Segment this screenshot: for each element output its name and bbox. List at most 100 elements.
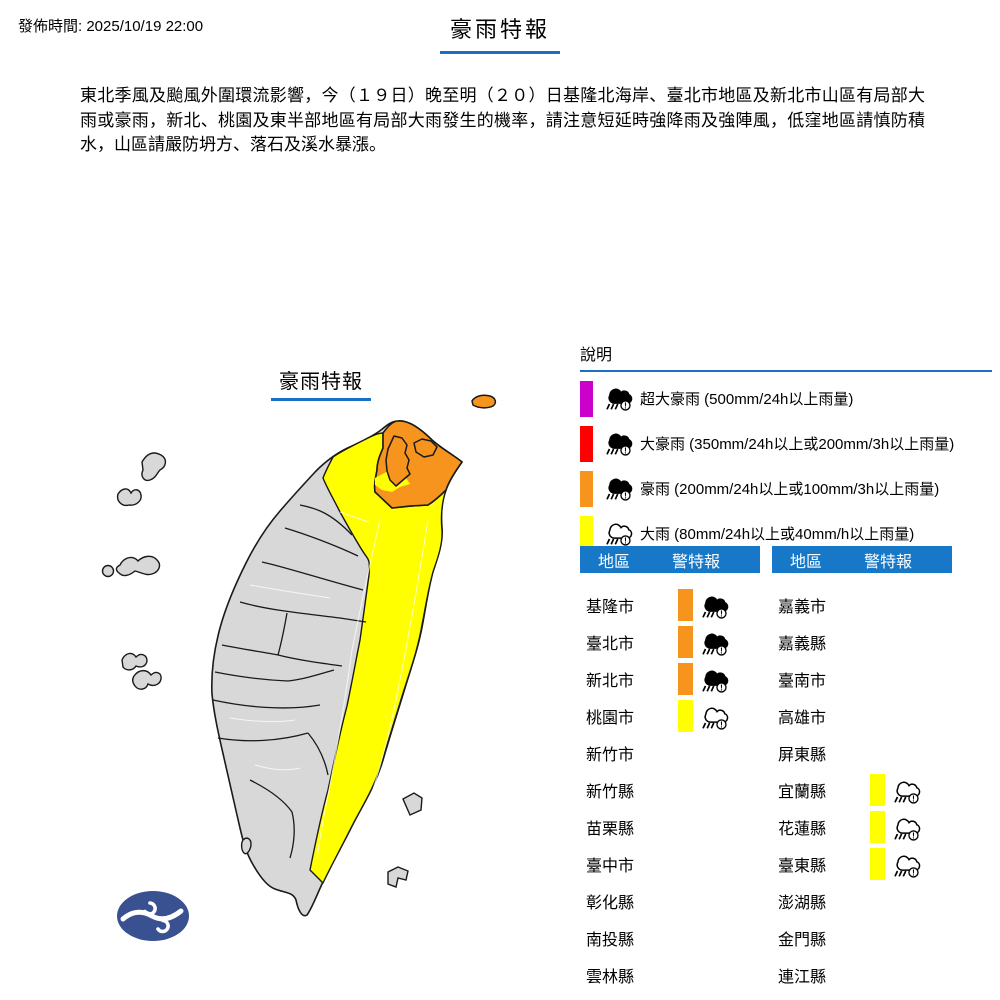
table-row[interactable]: 金門縣 (772, 919, 952, 956)
region-name: 雲林縣 (586, 968, 635, 986)
table-row[interactable]: 新北市! (580, 660, 760, 697)
warning-color-swatch (678, 699, 693, 732)
region-name: 苗栗縣 (586, 820, 635, 838)
warning-color-swatch (870, 810, 885, 843)
map-orchid-island (387, 866, 409, 888)
warning-color-swatch (678, 625, 693, 658)
table-row[interactable]: 基隆市! (580, 586, 760, 623)
warning-indicator: ! (678, 699, 729, 732)
table-row[interactable]: 雲林縣 (580, 956, 760, 993)
legend-icon: ! (601, 427, 633, 461)
legend-icon: ! (601, 382, 633, 416)
table-row[interactable]: 嘉義縣 (772, 623, 952, 660)
warning-table-right: 地區 警特報 嘉義市 嘉義縣 臺南市 高雄市 屏東縣 宜蘭縣! 花蓮縣! 臺東縣! 澎湖縣 金門縣… (772, 546, 952, 993)
table-row[interactable]: 嘉義市 (772, 586, 952, 623)
rain-cloud-icon: ! (702, 707, 729, 730)
svg-text:!: ! (912, 831, 915, 840)
table-row[interactable]: 南投縣 (580, 919, 760, 956)
table-row[interactable]: 臺中市 (580, 845, 760, 882)
table-row[interactable]: 桃園市! (580, 697, 760, 734)
table-row[interactable]: 苗栗縣 (580, 808, 760, 845)
storm-cloud-icon: ! (702, 670, 729, 693)
table-row[interactable]: 臺北市! (580, 623, 760, 660)
column-header-warning: 警特報 (864, 553, 913, 571)
map-kinmen (115, 555, 161, 577)
table-row[interactable]: 臺東縣! (772, 845, 952, 882)
table-row[interactable]: 澎湖縣 (772, 882, 952, 919)
legend-label: 大雨 (80mm/24h以上或40mm/h以上雨量) (640, 526, 915, 543)
region-name: 臺北市 (586, 635, 635, 653)
rain-cloud-icon: ! (894, 818, 921, 841)
table-row[interactable]: 彰化縣 (580, 882, 760, 919)
storm-cloud-icon: ! (606, 388, 633, 411)
table-row[interactable]: 臺南市 (772, 660, 952, 697)
region-name: 基隆市 (586, 598, 635, 616)
legend-item: ! 大豪雨 (350mm/24h以上或200mm/3h以上雨量) (580, 425, 992, 462)
table-row[interactable]: 屏東縣 (772, 734, 952, 771)
table-row[interactable]: 花蓮縣! (772, 808, 952, 845)
svg-text:!: ! (624, 446, 627, 455)
map-matsu-south (116, 488, 142, 507)
map-county-boundaries (212, 504, 367, 859)
region-name: 南投縣 (586, 931, 635, 949)
legend-item: ! 超大豪雨 (500mm/24h以上雨量) (580, 380, 992, 417)
warning-indicator: ! (678, 588, 729, 621)
region-name: 新竹縣 (586, 783, 635, 801)
warning-table-left: 地區 警特報 基隆市! 臺北市! 新北市! 桃園市! 新竹市 新竹縣 苗栗縣 臺中市 彰化縣 南投… (580, 546, 760, 993)
warning-color-swatch (678, 588, 693, 621)
region-name: 臺南市 (778, 672, 827, 690)
map-kinmen-islet (101, 564, 115, 578)
region-name: 高雄市 (778, 709, 827, 727)
map-region-taipei-city[interactable] (385, 435, 411, 487)
table-row[interactable]: 連江縣 (772, 956, 952, 993)
legend-color-swatch (580, 425, 593, 462)
legend-item: ! 豪雨 (200mm/24h以上或100mm/3h以上雨量) (580, 470, 992, 507)
storm-cloud-icon: ! (606, 478, 633, 501)
legend-item: ! 大雨 (80mm/24h以上或40mm/h以上雨量) (580, 515, 992, 552)
column-header-warning: 警特報 (672, 553, 721, 571)
table-row[interactable]: 高雄市 (772, 697, 952, 734)
cwa-logo (117, 891, 189, 941)
svg-text:!: ! (720, 683, 723, 692)
map-penghu-south (131, 669, 162, 690)
svg-text:!: ! (624, 536, 627, 545)
region-name: 金門縣 (778, 931, 827, 949)
map-township-lines (229, 511, 429, 859)
legend-label: 大豪雨 (350mm/24h以上或200mm/3h以上雨量) (640, 436, 955, 453)
table-row[interactable]: 新竹市 (580, 734, 760, 771)
legend-icon: ! (601, 472, 633, 506)
map-matsu-north (141, 452, 167, 482)
legend-rows: ! 超大豪雨 (500mm/24h以上雨量)! 大豪雨 (350mm/24h以上或2… (580, 380, 992, 552)
region-name: 連江縣 (778, 968, 827, 986)
legend-label: 豪雨 (200mm/24h以上或100mm/3h以上雨量) (640, 481, 940, 498)
column-header-region: 地區 (790, 553, 823, 571)
warning-color-swatch (678, 662, 693, 695)
map-keelung-islet[interactable] (471, 394, 497, 409)
storm-cloud-icon: ! (606, 433, 633, 456)
warning-indicator: ! (870, 810, 921, 843)
warning-color-swatch (870, 847, 885, 880)
region-name: 宜蘭縣 (778, 783, 827, 801)
table-row[interactable]: 宜蘭縣! (772, 771, 952, 808)
svg-text:!: ! (912, 868, 915, 877)
rain-cloud-icon: ! (894, 781, 921, 804)
table-header: 地區 警特報 (580, 546, 760, 573)
column-header-region: 地區 (598, 553, 631, 571)
warning-indicator: ! (870, 847, 921, 880)
region-name: 臺中市 (586, 857, 635, 875)
map-region-keelung-city[interactable] (413, 438, 438, 458)
storm-cloud-icon: ! (702, 633, 729, 656)
map-xiaoliuqiu (240, 837, 252, 855)
svg-text:!: ! (624, 401, 627, 410)
legend-color-swatch (580, 515, 593, 552)
legend-label: 超大豪雨 (500mm/24h以上雨量) (640, 391, 854, 408)
table-rows: 嘉義市 嘉義縣 臺南市 高雄市 屏東縣 宜蘭縣! 花蓮縣! 臺東縣! 澎湖縣 金門縣 連江縣 (772, 586, 952, 993)
warning-indicator: ! (870, 773, 921, 806)
table-row[interactable]: 新竹縣 (580, 771, 760, 808)
table-rows: 基隆市! 臺北市! 新北市! 桃園市! 新竹市 新竹縣 苗栗縣 臺中市 彰化縣 南投縣 雲林縣 (580, 586, 760, 993)
region-name: 彰化縣 (586, 894, 635, 912)
region-name: 澎湖縣 (778, 894, 827, 912)
warning-color-swatch (870, 773, 885, 806)
